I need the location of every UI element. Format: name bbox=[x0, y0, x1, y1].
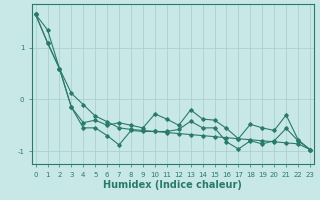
X-axis label: Humidex (Indice chaleur): Humidex (Indice chaleur) bbox=[103, 180, 242, 190]
